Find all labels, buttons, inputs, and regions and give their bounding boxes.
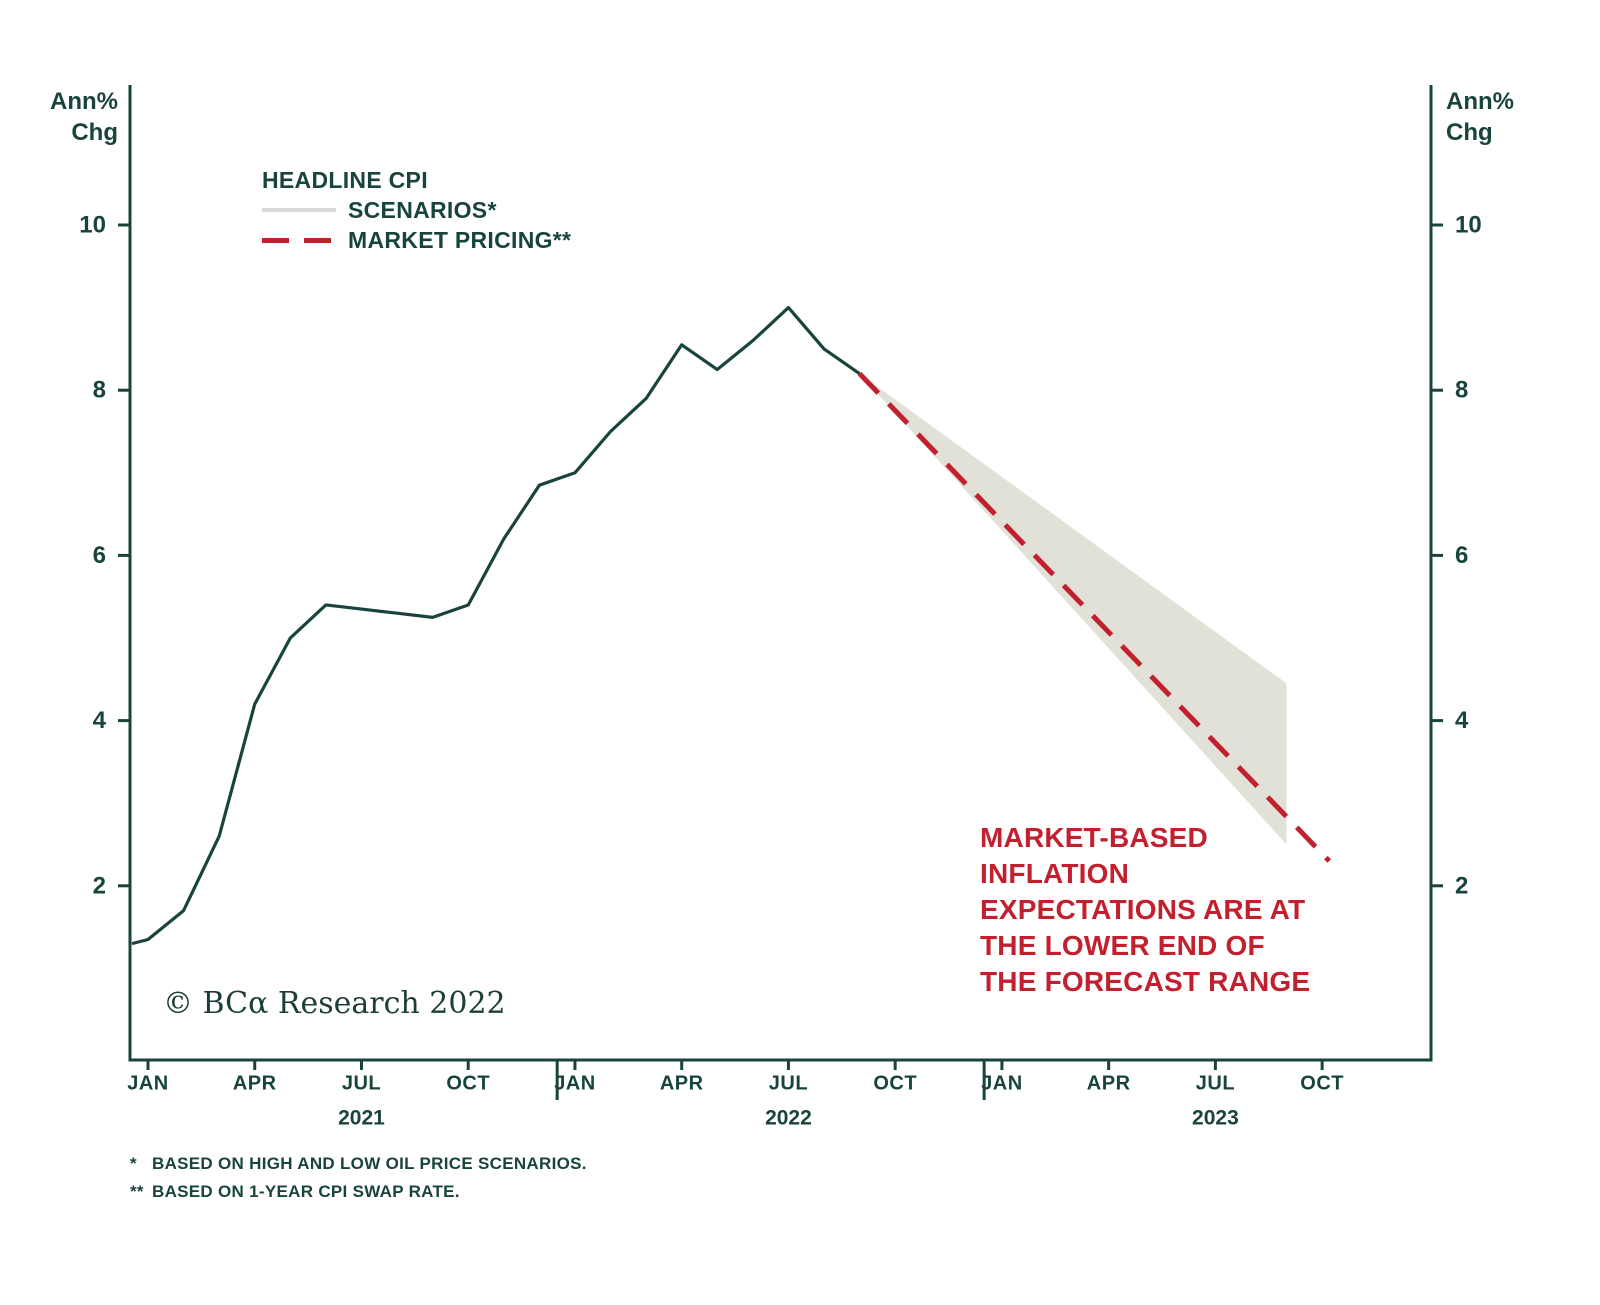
market-pricing-line-sample — [262, 237, 336, 243]
x-tick-label: OCT — [1300, 1073, 1344, 1095]
y-axis-title-line2: Chg — [1446, 119, 1493, 146]
y-tick-label-left: 10 — [79, 212, 106, 239]
annotation-line: MARKET-BASED — [980, 822, 1208, 853]
x-tick-label: JUL — [1196, 1073, 1235, 1095]
annotation-line: EXPECTATIONS ARE AT — [980, 894, 1306, 925]
footnote-swap-rate: ** BASED ON 1-YEAR CPI SWAP RATE. — [130, 1178, 587, 1206]
x-tick-label: APR — [1087, 1073, 1131, 1095]
y-tick-label-right: 10 — [1455, 212, 1482, 239]
x-tick-label: APR — [233, 1073, 277, 1095]
legend: HEADLINE CPI SCENARIOS* MARKET PRICING** — [262, 165, 571, 255]
year-label: 2023 — [1192, 1106, 1239, 1129]
annotation-market-based: MARKET-BASED INFLATION EXPECTATIONS ARE … — [980, 820, 1310, 1000]
y-tick-label-left: 2 — [93, 872, 106, 899]
footnotes: * BASED ON HIGH AND LOW OIL PRICE SCENARI… — [130, 1150, 587, 1206]
x-tick-label: JUL — [342, 1073, 381, 1095]
legend-row-headline: HEADLINE CPI — [262, 165, 571, 195]
y-axis-title-line2: Chg — [71, 119, 118, 146]
x-tick-label: JAN — [554, 1073, 596, 1095]
y-axis-title-line1: Ann% — [50, 88, 118, 115]
legend-headline-label: HEADLINE CPI — [262, 166, 428, 193]
y-tick-label-left: 4 — [93, 707, 107, 734]
headline-cpi-line — [131, 306, 861, 946]
scenarios-band — [859, 373, 1287, 845]
x-tick-label: OCT — [873, 1073, 917, 1095]
x-tick-label: JAN — [127, 1073, 169, 1095]
x-tick-label: APR — [660, 1073, 704, 1095]
scenarios-line-sample — [262, 208, 336, 212]
y-axis-title-right: Ann% Chg — [1446, 86, 1514, 148]
market-pricing-line — [857, 371, 1332, 863]
year-label: 2021 — [338, 1106, 385, 1129]
y-tick-label-right: 6 — [1455, 542, 1468, 569]
legend-row-scenarios: SCENARIOS* — [262, 195, 571, 225]
footnote-text: BASED ON HIGH AND LOW OIL PRICE SCENARIO… — [152, 1154, 587, 1173]
y-axis-title-left: Ann% Chg — [40, 86, 118, 148]
year-label: 2022 — [765, 1106, 812, 1129]
y-axis-title-line1: Ann% — [1446, 88, 1514, 115]
annotation-line: THE FORECAST RANGE — [980, 966, 1311, 997]
y-tick-label-right: 4 — [1455, 707, 1469, 734]
footnote-marker: * — [130, 1154, 137, 1173]
footnote-marker: ** — [130, 1182, 144, 1201]
y-tick-label-right: 8 — [1455, 377, 1468, 404]
x-tick-label: OCT — [446, 1073, 490, 1095]
legend-scenarios-label: SCENARIOS* — [348, 196, 497, 223]
footnote-text: BASED ON 1-YEAR CPI SWAP RATE. — [152, 1182, 460, 1201]
x-tick-label: JAN — [981, 1073, 1023, 1095]
annotation-line: THE LOWER END OF — [980, 930, 1265, 961]
x-tick-label: JUL — [769, 1073, 808, 1095]
legend-row-market-pricing: MARKET PRICING** — [262, 225, 571, 255]
copyright-notice: © BCα Research 2022 — [163, 986, 506, 1021]
legend-market-pricing-label: MARKET PRICING** — [348, 226, 572, 253]
y-tick-label-right: 2 — [1455, 872, 1468, 899]
annotation-line: INFLATION — [980, 858, 1130, 889]
y-tick-label-left: 6 — [93, 542, 106, 569]
footnote-scenarios: * BASED ON HIGH AND LOW OIL PRICE SCENARI… — [130, 1150, 587, 1178]
y-tick-label-left: 8 — [93, 377, 106, 404]
